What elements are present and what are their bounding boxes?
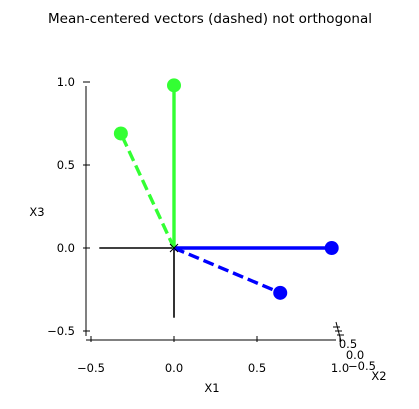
x-axis-label: X1: [204, 381, 219, 395]
z-axis-label: X3: [29, 205, 44, 219]
chart-title: Mean-centered vectors (dashed) not ortho…: [48, 11, 372, 27]
dashed-vector-endpoint: [273, 285, 288, 300]
z-tick-label: 0.5: [57, 158, 75, 172]
solid-vector-endpoint: [167, 78, 181, 93]
x-tick-label: 1.0: [331, 361, 349, 375]
origin-mark: [169, 243, 179, 253]
z-tick-label: −0.5: [47, 324, 75, 338]
y-tick-label: −0.5: [348, 359, 376, 373]
y-tick-label: 0.5: [339, 337, 357, 351]
dashed-vector-endpoint: [113, 126, 128, 141]
y-axis-label: X2: [371, 369, 386, 383]
z-tick-label: 1.0: [57, 75, 75, 89]
coordinate-axes-group: [99, 247, 175, 318]
x-tick-label: 0.5: [248, 361, 266, 375]
x-tick-label: 0.0: [165, 361, 183, 375]
axes-frame: [85, 86, 342, 342]
z-tick-label: 0.0: [57, 241, 75, 255]
y-tick-label: 0.0: [346, 348, 364, 362]
solid-vector-endpoint: [324, 241, 339, 255]
x-tick-label: −0.5: [77, 361, 105, 375]
vectors-group: [113, 78, 339, 300]
dashed-vector-line: [173, 246, 281, 295]
dashed-vector-line: [119, 132, 176, 249]
tick-group: −0.5 0.0 0.5 1.0−0.50.00.51.0−0.50.00.5: [47, 75, 376, 375]
